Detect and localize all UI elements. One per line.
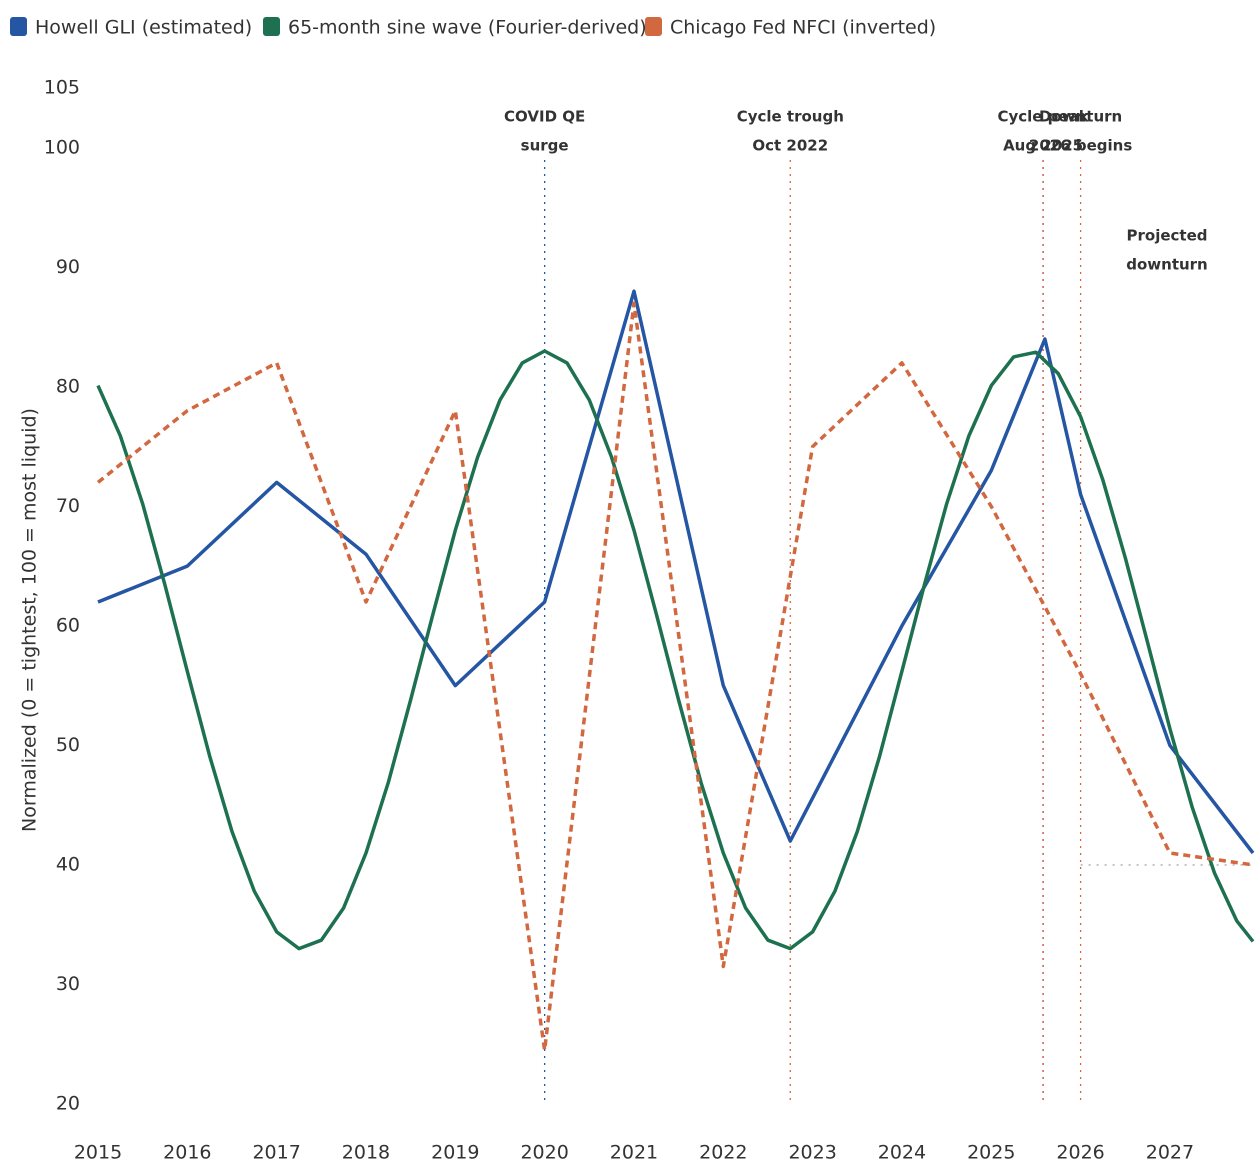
annotation-text: Aug 2025 [1003, 137, 1083, 155]
y-tick-label: 105 [44, 77, 80, 99]
series-line [96, 349, 1255, 951]
annotation-text: Downturn [1039, 108, 1122, 126]
annotation-text: Cycle trough [737, 108, 844, 126]
y-axis-label: Normalized (0 = tightest, 100 = most liq… [19, 408, 41, 832]
projection-text: downturn [1126, 256, 1208, 274]
x-tick-label: 2021 [610, 1142, 658, 1164]
annotation-text: COVID QE [504, 108, 585, 126]
projection-text: Projected [1127, 227, 1208, 245]
x-tick-label: 2027 [1146, 1142, 1194, 1164]
y-tick-label: 50 [56, 734, 80, 756]
legend-swatch [263, 17, 280, 36]
y-tick-label: 70 [56, 495, 80, 517]
y-tick-label: 40 [56, 853, 80, 875]
x-tick-label: 2017 [252, 1142, 300, 1164]
annotation-text: Cycle peak [997, 108, 1089, 126]
x-tick-label: 2023 [788, 1142, 836, 1164]
annotation-text: surge [521, 137, 569, 155]
y-tick-label: 30 [56, 973, 80, 995]
y-tick-label: 90 [56, 256, 80, 278]
legend-label: 65-month sine wave (Fourier-derived) [288, 17, 647, 39]
y-tick-label: 20 [56, 1093, 80, 1115]
x-tick-label: 2022 [699, 1142, 747, 1164]
legend-swatch [10, 17, 27, 36]
x-tick-label: 2026 [1056, 1142, 1104, 1164]
annotation-text: 2026 begins [1029, 137, 1132, 155]
x-tick-label: 2018 [342, 1142, 390, 1164]
y-tick-label: 100 [44, 136, 80, 158]
x-tick-label: 2020 [520, 1142, 568, 1164]
x-tick-label: 2015 [74, 1142, 122, 1164]
x-tick-label: 2019 [431, 1142, 479, 1164]
legend-swatch [645, 17, 662, 36]
legend-label: Chicago Fed NFCI (inverted) [670, 17, 936, 39]
x-tick-label: 2016 [163, 1142, 211, 1164]
series-line [96, 301, 1254, 1052]
x-tick-label: 2025 [967, 1142, 1015, 1164]
y-tick-label: 80 [56, 375, 80, 397]
y-tick-label: 60 [56, 614, 80, 636]
legend-label: Howell GLI (estimated) [35, 17, 252, 39]
annotation-text: Oct 2022 [752, 137, 828, 155]
x-tick-label: 2024 [878, 1142, 926, 1164]
series-line [97, 289, 1255, 855]
